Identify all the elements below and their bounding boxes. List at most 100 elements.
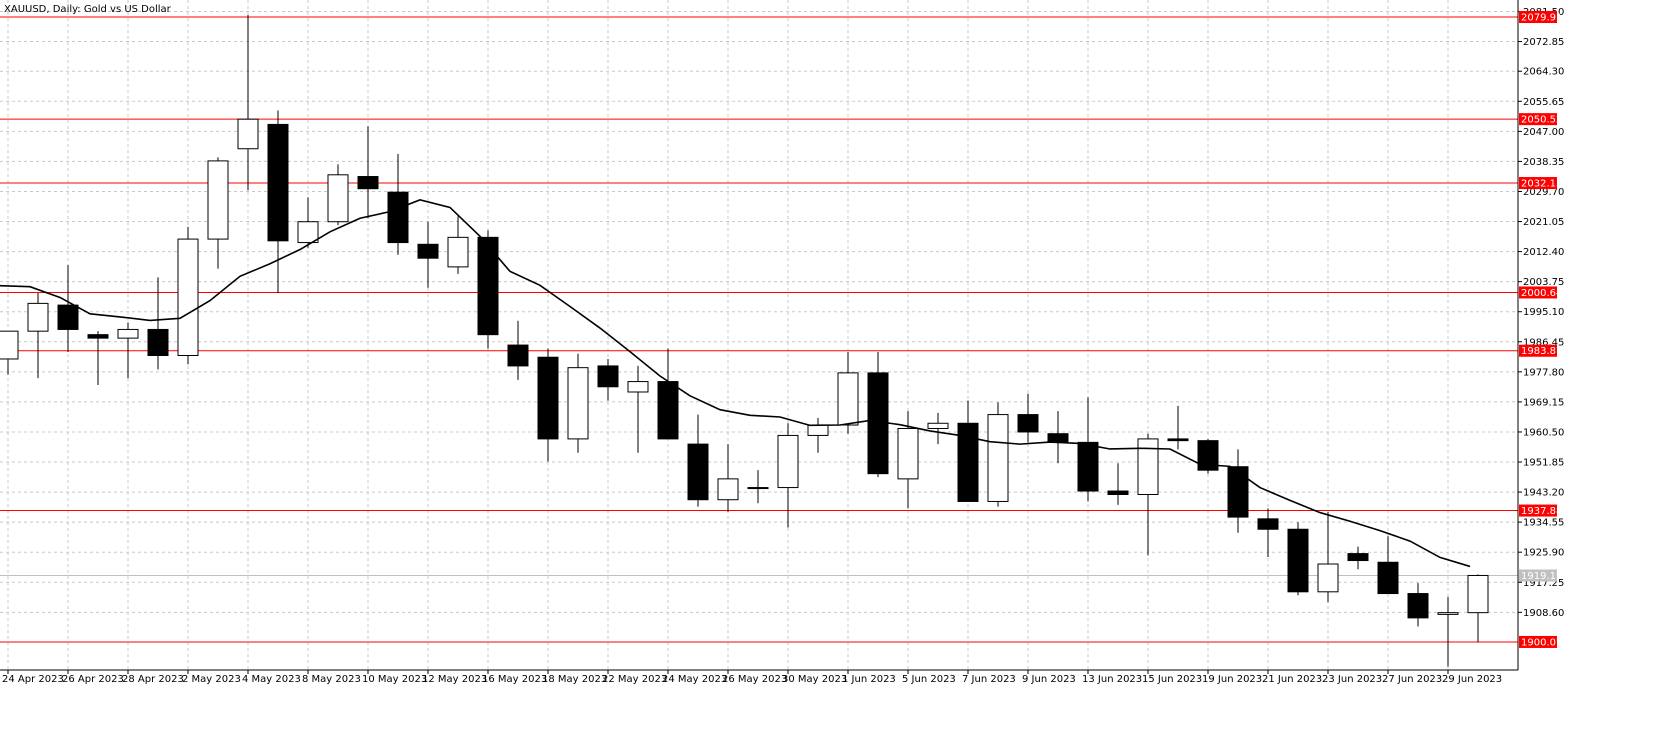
x-tick-label: 27 Jun 2023	[1382, 674, 1442, 685]
y-tick-label: 1951.85	[1523, 458, 1564, 469]
candles	[0, 14, 1489, 667]
moving-average-line	[0, 198, 1471, 568]
candle-body	[1227, 466, 1249, 518]
y-tick-label: 1969.15	[1523, 397, 1564, 408]
candle-body	[927, 422, 949, 429]
x-tick-label: 23 Jun 2023	[1322, 674, 1382, 685]
x-tick-label: 9 Jun 2023	[1022, 674, 1076, 685]
y-tick-label: 2072.85	[1523, 37, 1564, 48]
x-tick-label: 10 May 2023	[362, 674, 427, 685]
candle	[627, 365, 649, 453]
candle-body	[597, 365, 619, 388]
current-price-label-bg	[1519, 569, 1557, 582]
candle	[537, 348, 559, 462]
candle	[27, 292, 49, 379]
candle	[207, 157, 229, 269]
candle-body	[87, 334, 109, 339]
candle	[177, 226, 199, 365]
candle	[1017, 393, 1039, 443]
level-label-bg	[1519, 113, 1557, 126]
candle	[117, 322, 139, 379]
level-label-bg	[1519, 10, 1557, 23]
candle-body	[57, 304, 79, 330]
candle	[1137, 433, 1159, 556]
x-tick-label: 18 May 2023	[542, 674, 607, 685]
y-tick-label: 2029.70	[1523, 187, 1564, 198]
candle-body	[0, 330, 19, 360]
y-tick-label: 2021.05	[1523, 217, 1564, 228]
candle-body	[1197, 440, 1219, 471]
candle-body	[1017, 414, 1039, 433]
y-tick-label: 1977.80	[1523, 367, 1564, 378]
y-tick-label: 2038.35	[1523, 157, 1564, 168]
candle	[1047, 411, 1069, 464]
x-tick-label: 19 Jun 2023	[1202, 674, 1262, 685]
candle-body	[1137, 438, 1159, 496]
candle-body	[1107, 490, 1129, 496]
level-label: 1900.07	[1521, 637, 1562, 648]
candle-body	[897, 427, 919, 480]
candle	[57, 265, 79, 353]
candle	[387, 153, 409, 255]
candle	[1317, 511, 1339, 603]
x-tick-label: 16 May 2023	[482, 674, 547, 685]
candle-body	[1437, 612, 1459, 615]
x-tick-label: 28 Apr 2023	[122, 674, 184, 685]
candle-body	[1287, 528, 1309, 593]
moving-average	[0, 198, 1471, 568]
level-label: 2000.64	[1521, 288, 1562, 299]
candle	[357, 126, 379, 219]
y-tick-label: 1917.25	[1523, 578, 1564, 589]
candle-body	[327, 174, 349, 223]
level-label: 1983.87	[1521, 346, 1562, 357]
y-tick-label: 2064.30	[1523, 67, 1564, 78]
y-tick-label: 1934.55	[1523, 518, 1564, 529]
y-tick-label: 1960.50	[1523, 427, 1564, 438]
candle	[147, 277, 169, 370]
candle-body	[177, 238, 199, 357]
candle-body	[567, 367, 589, 440]
candle-body	[657, 381, 679, 440]
candle-body	[507, 344, 529, 367]
candle	[1437, 597, 1459, 667]
candle-body	[537, 356, 559, 440]
candle-body	[957, 422, 979, 502]
level-label-bg	[1519, 286, 1557, 299]
x-tick-label: 26 Apr 2023	[62, 674, 124, 685]
candle	[1197, 438, 1219, 474]
level-label-bg	[1519, 635, 1557, 648]
candle	[87, 331, 109, 386]
x-tick-label: 22 May 2023	[602, 674, 667, 685]
y-tick-label: 2055.65	[1523, 97, 1564, 108]
axes: 2081.502072.852064.302055.652047.002038.…	[0, 0, 1564, 685]
y-tick-label: 2012.40	[1523, 247, 1564, 258]
candle	[1377, 536, 1399, 595]
x-tick-label: 13 Jun 2023	[1082, 674, 1142, 685]
candle-body	[1317, 563, 1339, 593]
candle-body	[357, 176, 379, 190]
candle	[777, 423, 799, 528]
candle	[417, 221, 439, 288]
candle	[1077, 397, 1099, 502]
candle	[297, 197, 319, 248]
x-tick-label: 5 Jun 2023	[902, 674, 956, 685]
candle	[1227, 449, 1249, 533]
x-tick-label: 15 Jun 2023	[1142, 674, 1202, 685]
candle	[1407, 583, 1429, 627]
candle-body	[837, 372, 859, 426]
candle-body	[627, 381, 649, 393]
x-tick-label: 29 Jun 2023	[1442, 674, 1502, 685]
x-tick-label: 1 Jun 2023	[842, 674, 896, 685]
candle	[1347, 546, 1369, 570]
candle-body	[747, 487, 769, 490]
level-label-bg	[1519, 344, 1557, 357]
candle	[1167, 405, 1189, 450]
candle	[897, 411, 919, 509]
candle	[957, 400, 979, 502]
candle	[507, 320, 529, 380]
x-tick-label: 26 May 2023	[722, 674, 787, 685]
x-tick-label: 30 May 2023	[782, 674, 847, 685]
candle	[657, 348, 679, 440]
